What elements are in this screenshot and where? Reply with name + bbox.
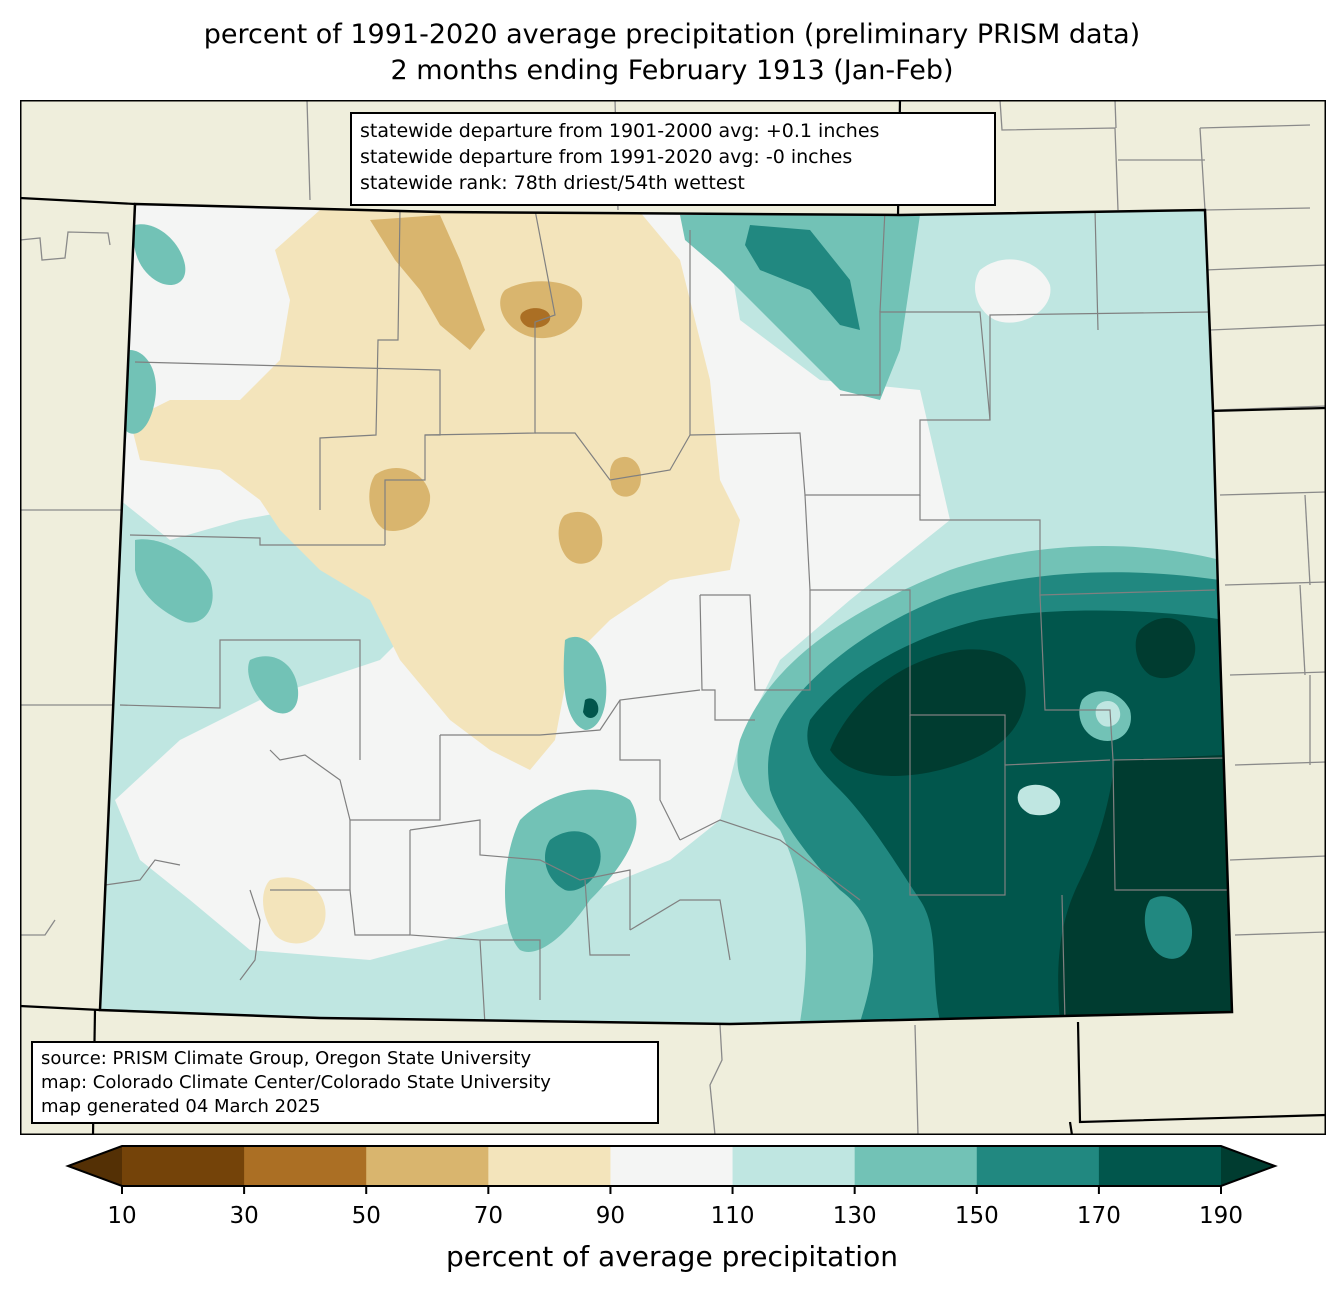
colorbar-tick-label: 10	[107, 1203, 137, 1229]
colorbar-over-arrow	[1221, 1146, 1275, 1186]
map-frame	[20, 100, 1326, 1135]
bin-170-190-central	[583, 698, 599, 718]
stats-rank: statewide rank: 78th driest/54th wettest	[360, 172, 745, 194]
colorbar-bin-50-70	[366, 1146, 489, 1186]
colorado-border	[98, 202, 1234, 1026]
bin-130-150-west2	[125, 350, 156, 434]
bin-over-190-northcore	[830, 649, 1026, 776]
colorbar-tick-label: 170	[1076, 1203, 1121, 1229]
bin-50-70-north	[370, 215, 485, 350]
bin-130-150-north	[680, 215, 920, 400]
bin-50-70-front	[609, 456, 641, 497]
bin-70-90	[130, 210, 740, 770]
credit-map: map: Colorado Climate Center/Colorado St…	[41, 1072, 551, 1093]
bin-30-50	[520, 308, 551, 328]
bin-110-130-pocket	[1095, 700, 1121, 727]
colorbar-bin-10-30	[122, 1146, 245, 1186]
colorado-county-lines	[104, 209, 1232, 1024]
colorbar-tick-label: 30	[229, 1203, 259, 1229]
colorbar-tick-label: 190	[1199, 1203, 1243, 1229]
colorbar-bin-90-110	[610, 1146, 734, 1186]
bin-150-170-sanjuan	[545, 831, 601, 891]
bin-70-90-southwest	[263, 877, 326, 944]
colorbar-tick-label: 90	[595, 1203, 626, 1229]
bin-130-150-west4	[248, 656, 299, 714]
colorbar-tick-label: 110	[710, 1203, 755, 1229]
colorbar-tick-label: 150	[954, 1203, 999, 1229]
colorbar-tick-label: 50	[351, 1203, 381, 1229]
colorbar-label: percent of average precipitation	[446, 1240, 898, 1273]
bin-over-190-se	[1058, 755, 1232, 1022]
credit-source: source: PRISM Climate Group, Oregon Stat…	[41, 1048, 532, 1069]
credit-generated: map generated 04 March 2025	[41, 1096, 321, 1117]
statewide-stats-box: statewide departure from 1901-2000 avg: …	[350, 112, 996, 206]
stats-departure-1901-2000: statewide departure from 1901-2000 avg: …	[360, 120, 880, 142]
precipitation-map	[20, 100, 1326, 1135]
colorbar-bin-130-150	[854, 1146, 978, 1186]
colorbar-under-arrow	[68, 1146, 122, 1186]
bin-130-150-west1	[133, 224, 186, 285]
neighbor-county-lines	[20, 100, 1326, 1135]
colorbar-bin-70-90	[488, 1146, 611, 1186]
colorbar-bin-150-170	[976, 1146, 1100, 1186]
precipitation-field	[100, 204, 1232, 1024]
colorbar-tick-label: 70	[473, 1203, 503, 1229]
bin-90-110-northeast	[975, 259, 1051, 323]
colorbar-tick-label: 130	[832, 1203, 877, 1229]
map-title-line2: 2 months ending February 1913 (Jan-Feb)	[390, 55, 954, 86]
colorbar-bins	[122, 1146, 1222, 1186]
colorbar-bin-170-190	[1098, 1146, 1222, 1186]
colorbar	[65, 1145, 1278, 1194]
colorbar-ticks	[121, 1186, 1222, 1194]
bin-150-170-pocket	[1144, 896, 1193, 959]
bin-130-150-west3	[135, 539, 213, 623]
bin-50-70-east	[558, 511, 603, 564]
credit-box: source: PRISM Climate Group, Oregon Stat…	[31, 1041, 659, 1124]
map-title-line1: percent of 1991-2020 average precipitati…	[203, 19, 1141, 50]
colorbar-bin-110-130	[732, 1146, 856, 1186]
stats-departure-1991-2020: statewide departure from 1991-2020 avg: …	[360, 146, 853, 168]
bin-over-190-ne	[1135, 618, 1196, 679]
bin-110-130-pocket2	[1017, 784, 1061, 816]
colorbar-bin-30-50	[244, 1146, 367, 1186]
bin-150-170-north	[745, 225, 860, 330]
